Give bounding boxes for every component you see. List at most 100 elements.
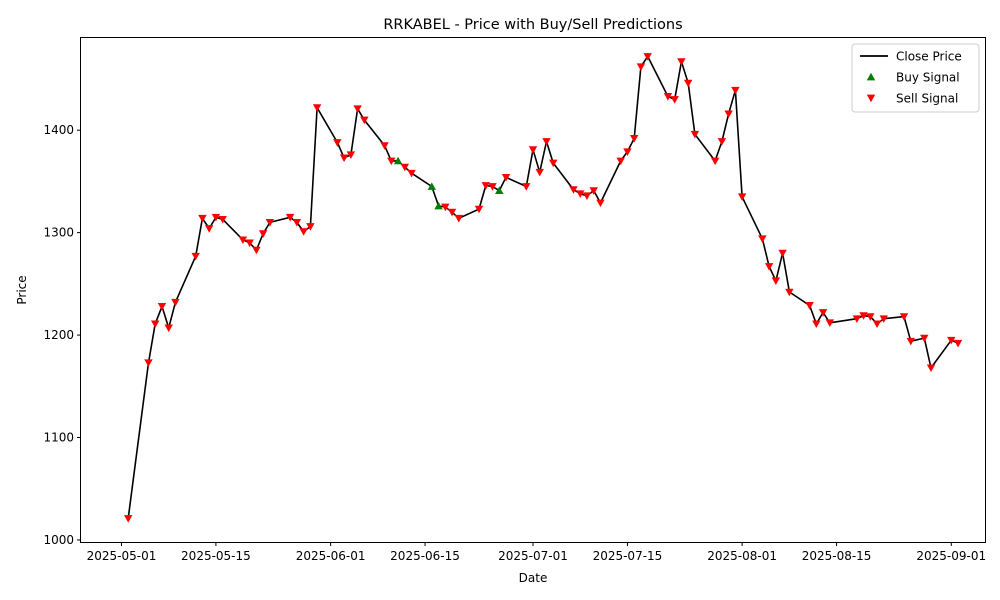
- legend-label-buy-signal: Buy Signal: [896, 71, 960, 85]
- sell-signal-marker: [764, 263, 774, 271]
- sell-signal-marker: [785, 288, 794, 297]
- sell-signal-marker: [299, 228, 308, 236]
- sell-signal-marker: [258, 230, 268, 238]
- sell-signal-marker: [171, 298, 180, 307]
- sell-signal-marker: [576, 190, 585, 198]
- y-tick-label: 1200: [43, 328, 74, 342]
- sell-signal-marker: [866, 313, 875, 321]
- sell-signal-marker: [643, 53, 652, 61]
- sell-signal-marker: [312, 104, 322, 112]
- buy-signal-marker: [427, 182, 437, 190]
- sell-signal-marker: [690, 130, 700, 139]
- close-price-line: [127, 55, 959, 519]
- legend: Close Price Buy Signal Sell Signal: [851, 43, 980, 113]
- sell-signal-marker: [441, 203, 450, 212]
- sell-signal-marker: [488, 183, 497, 191]
- sell-signal-marker: [474, 205, 484, 214]
- x-tick-label: 2025-09-01: [916, 549, 986, 563]
- y-tick-label: 1000: [43, 533, 74, 547]
- plot-frame: [80, 37, 986, 543]
- x-tick-label: 2025-07-15: [593, 549, 663, 563]
- sell-signal-marker: [636, 63, 646, 71]
- x-axis-label: Date: [519, 571, 548, 585]
- sell-signal-marker: [771, 277, 781, 285]
- sell-signal-marker: [346, 151, 356, 159]
- sell-signal-marker: [501, 173, 511, 182]
- sell-signal-marker: [758, 235, 767, 243]
- sell-signal-marker: [333, 139, 342, 147]
- sell-signal-marker: [569, 186, 578, 194]
- sell-signal-marker: [549, 159, 558, 168]
- sell-signal-marker: [812, 320, 821, 329]
- sell-signal-marker: [899, 313, 909, 321]
- sell-signal-marker: [582, 192, 592, 200]
- sell-signal-marker: [731, 86, 740, 95]
- sell-signal-marker: [872, 320, 882, 329]
- sell-signal-marker: [670, 96, 679, 104]
- sell-signal-marker: [306, 223, 315, 231]
- sell-signal-marker: [157, 303, 167, 311]
- sell-signal-marker: [198, 214, 207, 223]
- sell-signal-marker: [859, 312, 868, 320]
- sell-signal-marker: [218, 215, 227, 224]
- sell-signal-marker: [677, 58, 686, 66]
- x-tick-label: 2025-08-01: [707, 549, 777, 563]
- x-tick-label: 2025-06-15: [390, 549, 460, 563]
- sell-signal-marker: [400, 163, 410, 172]
- sell-signal-marker: [683, 79, 693, 88]
- sell-signal-marker: [724, 110, 733, 119]
- buy-signal-marker: [434, 201, 443, 210]
- x-tick-label: 2025-08-15: [802, 549, 872, 563]
- sell-signal-marker: [825, 319, 835, 327]
- x-tick-label: 2025-05-15: [181, 549, 251, 563]
- x-tick-label: 2025-06-01: [296, 549, 366, 563]
- sell-signal-marker: [144, 359, 153, 367]
- y-tick-label: 1300: [43, 226, 74, 240]
- buy-signal-marker: [393, 156, 403, 165]
- sell-signal-marker: [710, 157, 720, 166]
- sell-signal-marker: [879, 315, 889, 323]
- sell-signal-marker: [164, 324, 173, 333]
- sell-signal-marker: [124, 515, 133, 523]
- legend-label-close-price: Close Price: [896, 50, 962, 64]
- sell-signal-marker: [953, 339, 963, 348]
- sell-signal-marker: [245, 239, 254, 248]
- sell-signal-marker: [926, 364, 936, 373]
- sell-signal-marker: [265, 219, 275, 227]
- sell-signal-marker: [947, 336, 956, 345]
- sell-signal-marker: [151, 320, 160, 329]
- legend-swatch-buy-signal: [866, 72, 876, 81]
- sell-signal-marker: [447, 208, 457, 217]
- legend-label-sell-signal: Sell Signal: [896, 92, 958, 106]
- sell-signal-marker: [717, 138, 727, 146]
- sell-signal-marker: [737, 193, 747, 201]
- sell-signal-marker: [252, 246, 261, 255]
- legend-swatch-sell-signal: [866, 94, 876, 103]
- y-axis-label: Price: [15, 275, 29, 304]
- x-tick-label: 2025-05-01: [87, 549, 157, 563]
- sell-signal-marker: [339, 154, 349, 163]
- sell-signal-marker: [481, 182, 490, 190]
- sell-signal-marker: [360, 116, 369, 125]
- sell-signal-marker: [454, 214, 463, 223]
- sell-signal-marker: [623, 148, 632, 156]
- y-axis: 1000 1100 1200 1300 1400: [43, 123, 81, 547]
- sell-signal-marker: [920, 334, 929, 343]
- plot-area: [124, 53, 963, 523]
- sell-signal-marker: [906, 337, 915, 346]
- sell-signal-marker: [191, 252, 200, 261]
- sell-signal-marker: [629, 135, 639, 143]
- sell-signal-marker: [380, 142, 389, 150]
- sell-signal-marker: [211, 213, 221, 222]
- sell-signal-marker: [818, 309, 828, 317]
- sell-signal-marker: [535, 168, 544, 177]
- legend-box: [851, 43, 980, 113]
- sell-signal-marker: [387, 157, 396, 166]
- y-tick-label: 1100: [43, 431, 74, 445]
- sell-signal-marker: [805, 302, 814, 310]
- sell-signal-marker: [589, 187, 598, 195]
- sell-signal-marker: [852, 315, 862, 323]
- sell-signal-marker: [292, 219, 302, 227]
- sell-signal-marker: [663, 93, 673, 101]
